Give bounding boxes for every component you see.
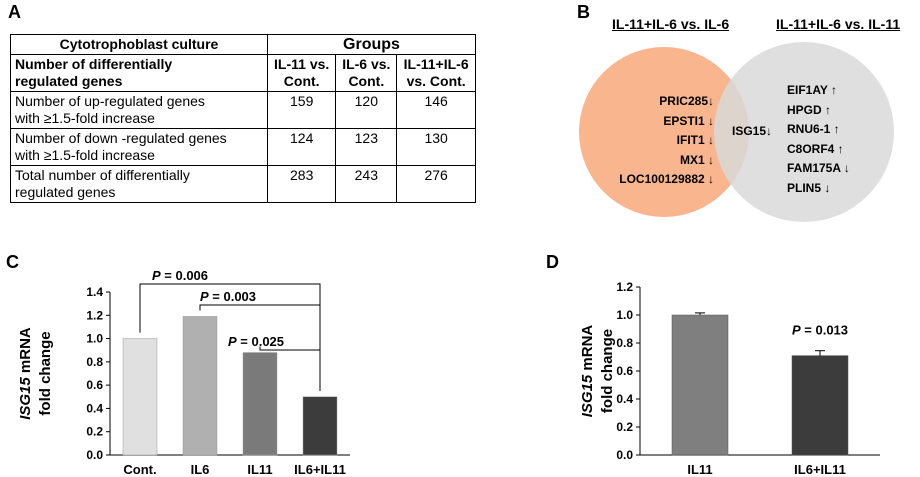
bar: [242, 352, 278, 456]
y-tick-label: 0.8: [616, 336, 633, 350]
y-axis-label-gene: ISG15: [17, 377, 34, 420]
venn-left-circle: [579, 47, 749, 217]
venn-gene-left: IFIT1 ↓: [676, 133, 714, 147]
x-tick-label: IL6+IL11: [794, 462, 846, 477]
gene-count-table: Cytotrophoblast culture Groups Number of…: [10, 34, 476, 203]
significance-bracket: [199, 304, 321, 391]
p-value-label: P = 0.006: [152, 268, 208, 283]
y-axis-label-line2: fold change: [37, 331, 54, 415]
panel-label-b: B: [577, 2, 590, 22]
p-value-label: P = 0.013: [792, 323, 848, 338]
venn-gene-right: EIF1AY ↑: [787, 83, 838, 97]
y-tick-label: 1.2: [86, 308, 103, 322]
y-tick-label: 1.0: [86, 332, 103, 346]
venn-gene-left: LOC100129882 ↓: [619, 172, 714, 186]
venn-gene-left: MX1 ↓: [679, 152, 714, 167]
chart-d: 0.0 0.2 0.4 0.6 0.8 1.0 1.2 ISG15 mRNA fold chan…: [579, 280, 880, 477]
y-tick-label: 0.0: [616, 448, 633, 462]
venn-gene-right: RNU6-1 ↑: [787, 122, 840, 136]
x-tick-label: IL6+IL11: [294, 462, 346, 477]
table-row-label: Number of down -regulated genes with ≥1.5…: [10, 128, 268, 166]
table-cell: 276: [396, 165, 476, 203]
table-column-header: IL-11+IL-6 vs. Cont.: [396, 54, 476, 92]
table-header-culture: Cytotrophoblast culture: [10, 34, 268, 55]
y-axis-label-line2: fold change: [599, 329, 616, 413]
venn-right-circle: [714, 42, 894, 222]
table-cell: 243: [335, 165, 398, 203]
p-letter: P: [792, 323, 801, 338]
y-tick-label: 0.6: [86, 378, 103, 392]
p-value-label: P = 0.025: [228, 334, 284, 349]
p-letter: P: [200, 289, 209, 304]
significance-bracket: [259, 346, 321, 391]
table-column-header: IL-6 vs. Cont.: [335, 54, 398, 92]
p-value-label: P = 0.003: [200, 289, 256, 304]
bar: [671, 314, 729, 456]
y-axis-label-rest: mRNA: [579, 325, 596, 375]
panel-label-a: A: [8, 2, 21, 22]
venn-right-title: IL-11+IL-6 vs. IL-11: [776, 16, 901, 32]
table-cell: 123: [335, 128, 398, 166]
p-value: = 0.006: [161, 268, 208, 283]
bar: [122, 338, 158, 456]
y-tick-label: 0.4: [86, 401, 103, 415]
x-tick-label: Cont.: [123, 462, 156, 477]
p-letter: P: [152, 268, 161, 283]
venn-gene-shared: ISG15↓: [732, 124, 773, 138]
x-tick-label: IL11: [687, 462, 712, 477]
y-tick-label: 0.6: [616, 364, 633, 378]
x-tick-label: IL11: [247, 462, 272, 477]
chart-c: 0.0 0.2 0.4 0.6 0.8 1.0 1.2 1.4 ISG15 mRNA fold c…: [17, 268, 350, 477]
y-axis-label-gene: ISG15: [579, 374, 596, 417]
bar: [302, 396, 338, 456]
p-letter: P: [228, 334, 237, 349]
table-row-label: Total number of differentially regulated …: [10, 165, 268, 203]
y-tick-label: 1.4: [86, 285, 103, 299]
y-tick-label: 0.2: [616, 420, 633, 434]
venn-gene-right: FAM175A ↓: [787, 161, 850, 175]
table-cell: 283: [266, 165, 337, 203]
y-axis-label: ISG15 mRNA: [17, 327, 34, 420]
venn-left-title: IL-11+IL-6 vs. IL-6: [612, 16, 730, 32]
table-subheader-left: Number of differentially regulated genes: [10, 54, 268, 92]
table-row: Total number of differentially regulated …: [10, 165, 476, 203]
panel-label-c: C: [6, 252, 19, 272]
table-cell: 130: [396, 128, 476, 166]
venn-gene-left: EPSTI1 ↓: [663, 113, 714, 128]
y-tick-label: 0.4: [616, 392, 633, 406]
venn-gene-right: C8ORF4 ↑: [787, 141, 844, 156]
y-tick-label: 0.2: [86, 425, 103, 439]
y-tick-label: 1.0: [616, 308, 633, 322]
y-tick-label: 0.8: [86, 355, 103, 369]
venn-gene-right: PLIN5 ↓: [787, 180, 831, 195]
x-tick-label: IL6: [191, 462, 210, 477]
venn-gene-right: HPGD ↑: [787, 102, 832, 117]
p-value: = 0.013: [801, 323, 848, 338]
table-cell: 159: [266, 91, 337, 129]
y-tick-label: 0.0: [86, 448, 103, 462]
panel-label-d: D: [546, 252, 559, 272]
y-axis-label: ISG15 mRNA: [579, 325, 596, 418]
bar: [791, 355, 849, 456]
p-value: = 0.003: [209, 289, 256, 304]
table-cell: 146: [396, 91, 476, 129]
y-axis-label-rest: mRNA: [17, 327, 34, 377]
bar: [182, 316, 218, 456]
y-tick-label: 1.2: [616, 280, 633, 294]
table-row: Number of down -regulated genes with ≥1.5…: [10, 128, 476, 166]
p-value: = 0.025: [237, 334, 284, 349]
venn-gene-left: PRIC285↓: [659, 94, 714, 108]
table-row: Number of up-regulated genes with ≥1.5-fo…: [10, 91, 476, 129]
table-cell: 124: [266, 128, 337, 166]
